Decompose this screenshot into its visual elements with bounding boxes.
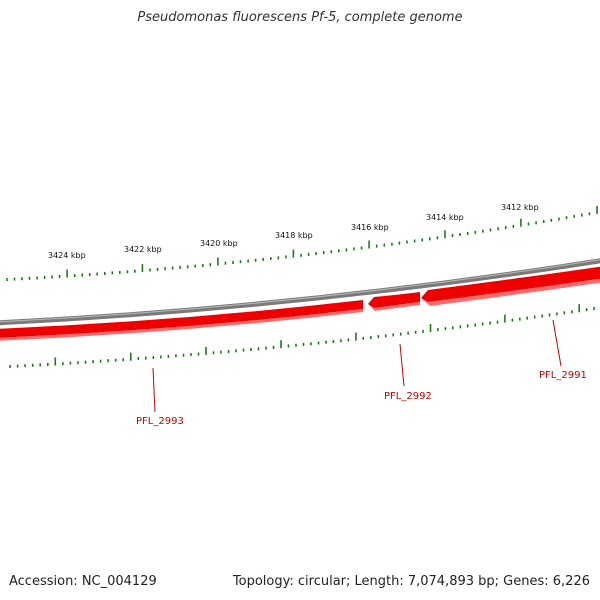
scale-label: 3412 kbp xyxy=(501,203,539,212)
gene-label-pfl-2992[interactable]: PFL_2992 xyxy=(384,391,432,402)
backbone-highlight xyxy=(0,259,600,323)
scale-label: 3416 kbp xyxy=(351,223,389,232)
scale-label: 3424 kbp xyxy=(48,251,86,260)
gene-feature-pfl-2992[interactable] xyxy=(368,292,420,311)
backbone-track xyxy=(0,258,600,326)
inner-tick-marks xyxy=(9,304,595,368)
scale-label: 3422 kbp xyxy=(124,245,162,254)
leader-line-pfl-2991 xyxy=(552,319,562,367)
leader-line-pfl-2993 xyxy=(152,367,156,413)
scale-label: 3414 kbp xyxy=(426,213,464,222)
map-title: Pseudomonas fluorescens Pf-5, complete g… xyxy=(137,10,463,25)
gene-label-pfl-2991[interactable]: PFL_2991 xyxy=(539,370,587,381)
gene-label-pfl-2993[interactable]: PFL_2993 xyxy=(136,416,184,427)
leader-line-pfl-2992 xyxy=(399,343,405,387)
outer-tick-marks xyxy=(6,206,598,281)
gene-feature-pfl-2993[interactable] xyxy=(0,300,363,341)
scale-label: 3420 kbp xyxy=(200,239,238,248)
gene-feature-pfl-2991[interactable] xyxy=(421,266,600,306)
accession-text: Accession: NC_004129 xyxy=(9,574,157,589)
genome-stats-text: Topology: circular; Length: 7,074,893 bp… xyxy=(232,574,590,589)
scale-label: 3418 kbp xyxy=(275,231,313,240)
